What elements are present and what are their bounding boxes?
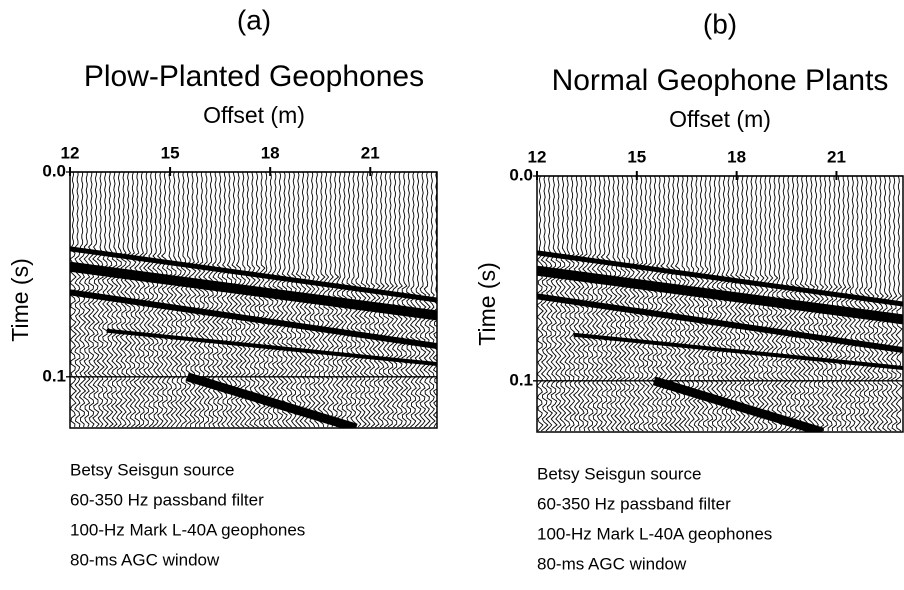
trace	[245, 172, 251, 427]
note: Betsy Seisgun source	[537, 464, 701, 483]
trace	[854, 176, 861, 431]
panel: (b) Normal Geophone Plants Offset (m) Time …	[474, 8, 903, 573]
reflection-event	[574, 335, 903, 368]
trace	[360, 172, 367, 427]
reflection-event	[107, 331, 437, 364]
trace	[841, 176, 847, 431]
note: 60-350 Hz passband filter	[537, 494, 731, 513]
trace	[171, 172, 178, 427]
trace	[378, 172, 384, 427]
trace	[249, 172, 255, 427]
trace	[537, 176, 543, 431]
trace	[79, 172, 85, 427]
x-tick-label: 21	[361, 143, 380, 162]
y-tick-label: 0.0	[42, 161, 66, 180]
trace	[369, 172, 375, 427]
x-axis-label: Offset (m)	[203, 102, 305, 128]
trace	[850, 176, 856, 431]
figure: (a) Plow-Planted Geophones Offset (m) Time …	[0, 0, 904, 590]
trace	[551, 176, 557, 431]
panel-label: (a)	[237, 4, 271, 35]
x-tick-label: 15	[161, 143, 180, 162]
x-tick-label: 18	[727, 147, 746, 166]
trace	[827, 176, 833, 431]
panel: (a) Plow-Planted Geophones Offset (m) Time …	[7, 4, 440, 569]
y-axis-label: Time (s)	[474, 262, 500, 345]
note: 100-Hz Mark L-40A geophones	[70, 520, 305, 539]
trace	[180, 172, 186, 427]
trace	[555, 176, 561, 431]
trace	[712, 176, 718, 431]
trace	[364, 172, 370, 427]
trace	[541, 176, 548, 431]
panel-title: Plow-Planted Geophones	[84, 60, 424, 93]
note: 100-Hz Mark L-40A geophones	[537, 524, 772, 543]
trace	[84, 172, 90, 427]
trace	[199, 172, 205, 427]
note: 80-ms AGC window	[70, 550, 220, 569]
trace	[383, 172, 389, 427]
trace	[666, 176, 672, 431]
trace	[189, 172, 196, 427]
x-tick-label: 15	[627, 147, 646, 166]
x-tick-label: 12	[61, 143, 80, 162]
x-tick-label: 21	[827, 147, 846, 166]
note: 60-350 Hz passband filter	[70, 490, 264, 509]
trace	[716, 176, 723, 431]
trace	[610, 176, 617, 431]
x-tick-label: 18	[261, 143, 280, 162]
panel-title: Normal Geophone Plants	[552, 64, 889, 97]
trace	[647, 176, 653, 431]
y-tick-label: 0.1	[42, 366, 66, 385]
note: Betsy Seisgun source	[70, 460, 234, 479]
trace	[864, 176, 870, 431]
trace	[263, 172, 270, 427]
trace	[355, 172, 361, 427]
note: 80-ms AGC window	[537, 554, 687, 573]
seismic-traces	[70, 172, 440, 428]
trace	[176, 172, 183, 427]
trace	[836, 176, 843, 431]
x-tick-label: 12	[528, 147, 547, 166]
trace	[185, 172, 191, 427]
y-tick-label: 0.1	[509, 370, 533, 389]
seismic-traces	[537, 176, 903, 432]
x-axis-label: Offset (m)	[669, 106, 771, 132]
panel-label: (b)	[703, 8, 737, 39]
trace	[70, 172, 76, 427]
trace	[670, 176, 676, 431]
trace	[167, 172, 173, 427]
y-tick-label: 0.0	[509, 165, 533, 184]
trace	[726, 176, 732, 431]
trace	[868, 176, 874, 431]
trace	[560, 176, 566, 431]
trace	[831, 176, 838, 431]
trace	[845, 176, 851, 431]
trace	[194, 172, 200, 427]
y-axis-label: Time (s)	[7, 258, 33, 341]
trace	[158, 172, 164, 427]
trace	[730, 176, 736, 431]
